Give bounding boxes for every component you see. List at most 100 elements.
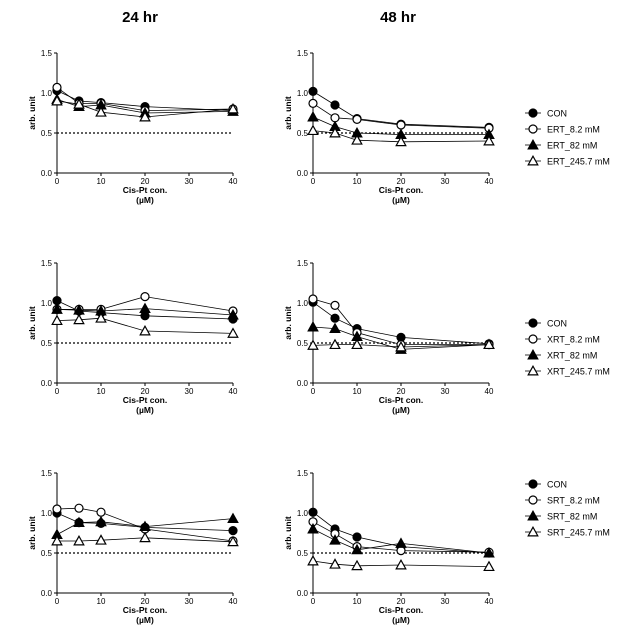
y-axis-label: arb. unit	[27, 96, 37, 130]
legend-label: ERT_8.2 mM	[547, 125, 600, 135]
column-title-48hr: 48 hr	[380, 9, 416, 26]
x-tick-label: 30	[185, 177, 194, 186]
data-point	[330, 340, 340, 349]
x-tick-label: 10	[97, 177, 106, 186]
data-point	[308, 524, 318, 533]
legend-label: XRT_245.7 mM	[547, 367, 610, 377]
y-axis-label: arb. unit	[283, 306, 293, 340]
legend-label: CON	[547, 109, 567, 119]
legend-label: XRT_8.2 mM	[547, 335, 600, 345]
legend-marker	[528, 511, 538, 520]
legend-label: XRT_82 mM	[547, 351, 597, 361]
data-point	[396, 560, 406, 569]
legend-marker	[528, 156, 538, 165]
data-point	[397, 121, 405, 129]
data-point	[331, 314, 339, 322]
legend-label: SRT_82 mM	[547, 512, 597, 522]
legend-label: CON	[547, 480, 567, 490]
y-tick-label: 1.0	[297, 509, 309, 518]
legend-marker	[528, 366, 538, 375]
x-tick-label: 10	[353, 177, 362, 186]
legend-label: CON	[547, 319, 567, 329]
panel-2-1: 0.00.51.01.5010203040Cis-Pt con.(µM)arb.…	[283, 469, 610, 625]
x-tick-label: 40	[229, 387, 238, 396]
x-tick-label: 40	[229, 177, 238, 186]
data-point	[97, 508, 105, 516]
data-point	[53, 505, 61, 513]
data-point	[53, 83, 61, 91]
panel-0-0: 0.00.51.01.5010203040Cis-Pt con.(µM)arb.…	[27, 49, 238, 205]
y-axis-label: arb. unit	[27, 306, 37, 340]
x-axis-unit: (µM)	[136, 195, 154, 205]
x-tick-label: 0	[55, 387, 60, 396]
data-point	[308, 556, 318, 565]
y-axis-label: arb. unit	[283, 516, 293, 550]
legend-marker	[529, 125, 537, 133]
data-point	[229, 527, 237, 535]
x-axis-label: Cis-Pt con.	[123, 395, 167, 405]
figure: 24 hr 48 hr 0.00.51.01.5010203040Cis-Pt …	[0, 0, 640, 640]
data-point	[308, 112, 318, 121]
data-point	[308, 126, 318, 135]
y-tick-label: 0.5	[41, 339, 53, 348]
x-tick-label: 40	[485, 177, 494, 186]
data-point	[228, 514, 238, 523]
panel-1-1: 0.00.51.01.5010203040Cis-Pt con.(µM)arb.…	[283, 259, 610, 415]
y-tick-label: 0.5	[41, 549, 53, 558]
data-point	[353, 115, 361, 123]
legend-label: ERT_245.7 mM	[547, 157, 610, 167]
x-tick-label: 0	[311, 597, 316, 606]
y-tick-label: 0.5	[297, 129, 309, 138]
y-tick-label: 0.5	[41, 129, 53, 138]
y-tick-label: 1.0	[41, 299, 53, 308]
column-title-24hr: 24 hr	[122, 9, 158, 26]
x-tick-label: 10	[97, 597, 106, 606]
y-tick-label: 1.0	[41, 509, 53, 518]
data-point	[140, 533, 150, 542]
data-point	[352, 340, 362, 349]
y-tick-label: 0.0	[297, 379, 309, 388]
y-tick-label: 0.5	[297, 339, 309, 348]
legend-label: SRT_245.7 mM	[547, 528, 610, 538]
x-tick-label: 30	[185, 387, 194, 396]
legend-marker	[529, 335, 537, 343]
data-point	[140, 326, 150, 335]
legend-marker	[529, 480, 537, 488]
y-tick-label: 0.0	[297, 589, 309, 598]
x-axis-label: Cis-Pt con.	[379, 605, 423, 615]
data-point	[309, 295, 317, 303]
data-point	[331, 101, 339, 109]
data-point	[75, 504, 83, 512]
panel-0-1: 0.00.51.01.5010203040Cis-Pt con.(µM)arb.…	[283, 49, 610, 205]
y-tick-label: 0.0	[41, 379, 53, 388]
x-tick-label: 10	[97, 387, 106, 396]
legend-marker	[528, 350, 538, 359]
legend-marker	[529, 319, 537, 327]
y-tick-label: 1.5	[297, 469, 309, 478]
legend-label: ERT_82 mM	[547, 141, 597, 151]
legend-marker	[529, 496, 537, 504]
y-tick-label: 0.5	[297, 549, 309, 558]
data-point	[309, 99, 317, 107]
x-tick-label: 0	[55, 597, 60, 606]
data-point	[140, 304, 150, 313]
x-tick-label: 0	[311, 177, 316, 186]
x-tick-label: 30	[185, 597, 194, 606]
x-tick-label: 10	[353, 387, 362, 396]
x-axis-label: Cis-Pt con.	[123, 605, 167, 615]
x-tick-label: 40	[485, 387, 494, 396]
y-tick-label: 1.0	[41, 89, 53, 98]
data-point	[484, 562, 494, 571]
x-axis-label: Cis-Pt con.	[123, 185, 167, 195]
panel-1-0: 0.00.51.01.5010203040Cis-Pt con.(µM)arb.…	[27, 259, 238, 415]
y-axis-label: arb. unit	[283, 96, 293, 130]
x-axis-unit: (µM)	[392, 195, 410, 205]
y-tick-label: 0.0	[41, 169, 53, 178]
panel-2-0: 0.00.51.01.5010203040Cis-Pt con.(µM)arb.…	[27, 469, 238, 625]
data-point	[309, 508, 317, 516]
y-axis-label: arb. unit	[27, 516, 37, 550]
y-tick-label: 0.0	[297, 169, 309, 178]
data-point	[141, 293, 149, 301]
data-point	[396, 539, 406, 548]
data-point	[309, 87, 317, 95]
